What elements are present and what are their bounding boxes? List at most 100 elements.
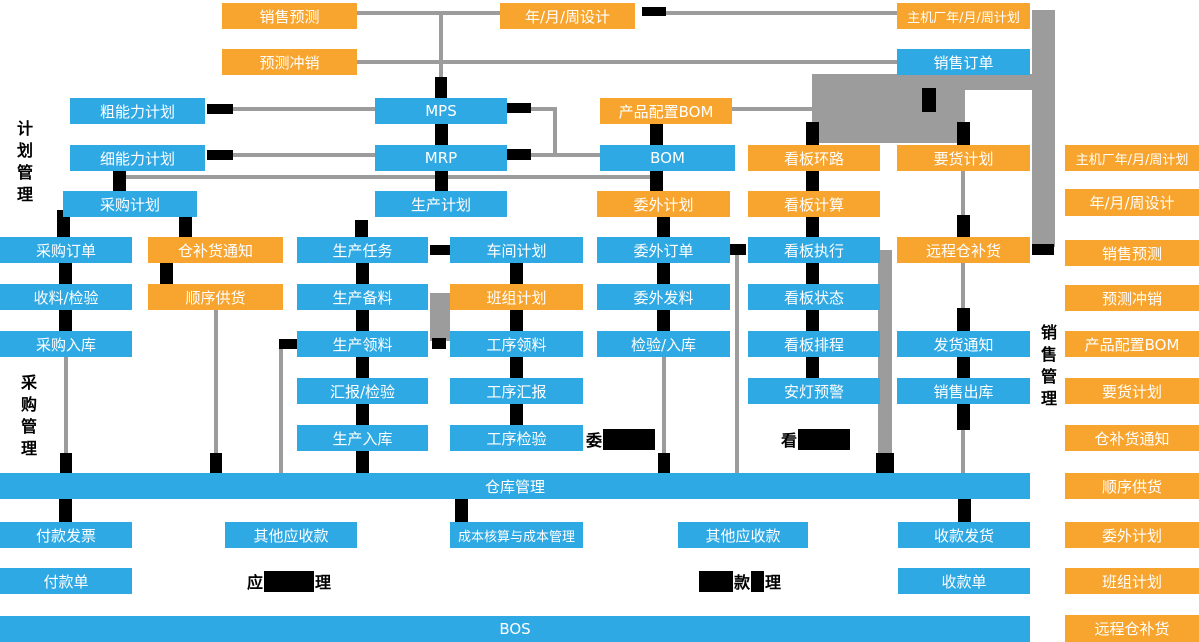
gray-shape [812,74,965,143]
connector-bar [210,453,222,473]
connector-bar [279,339,303,349]
bom: BOM [600,145,735,171]
kanban-scheduling: 看板排程 [748,331,880,357]
production-material-prep: 生产备料 [297,284,428,310]
sidebar-warehouse-replenishment-notice: 仓补货通知 [1065,425,1199,451]
connector-line [961,171,965,217]
connector-bar [356,451,369,473]
connector-bar [957,404,970,430]
connector-line [961,430,965,473]
connector-bar [455,499,468,522]
product-config-bom: 产品配置BOM [600,98,732,124]
purchase-management-label: 采购管理 [18,374,37,462]
kanban-execution: 看板执行 [748,237,880,263]
connector-bar [207,104,233,114]
connector-line [279,344,283,473]
connector-bar [207,150,233,160]
connector-bar [642,7,666,16]
sales-forecast: 销售预测 [222,3,357,29]
report-inspection: 汇报/检验 [297,378,428,404]
kanban-calculation: 看板计算 [748,191,880,217]
connector-line [878,250,892,455]
sidebar-oem-year-month-week-plan: 主机厂年/月/周计划 [1065,145,1199,171]
connector-line [553,107,557,157]
connector-line [530,153,600,157]
cost-accounting-management: 成本核算与成本管理 [450,522,583,548]
connector-bar [435,124,448,145]
gray-shape [965,74,1032,90]
connector-bar [650,124,663,145]
delivery-requirement-plan: 要货计划 [897,145,1030,171]
process-report: 工序汇报 [450,378,583,404]
redaction-block [699,570,733,592]
connector-line [439,13,443,98]
production-warehousing: 生产入库 [297,425,428,451]
receivables-management-label: 款理 [699,569,781,593]
label-fragment: 委 [586,431,603,450]
sequential-supply: 顺序供货 [148,284,283,310]
connector-bar [1032,244,1054,255]
sidebar-outsourcing-plan: 委外计划 [1065,522,1199,548]
collection-delivery: 收款发货 [898,522,1030,548]
connector-line [665,11,897,15]
connector-bar [435,171,448,191]
connector-bar [922,88,936,112]
connector-bar [957,357,970,378]
remote-warehouse-replenishment: 远程仓补货 [897,237,1030,263]
forecast-writeoff: 预测冲销 [222,49,357,75]
receiving-inspection: 收料/检验 [0,284,132,310]
sidebar-sales-forecast: 销售预测 [1065,240,1199,266]
other-receivables-1: 其他应收款 [225,522,357,548]
connector-bar [806,217,819,237]
connector-line [232,107,375,111]
warehouse-management-bar: 仓库管理 [0,473,1030,499]
connector-line [527,107,557,111]
production-picking: 生产领料 [297,331,428,357]
planning-management-label: 计划管理 [14,120,33,208]
label-fragment: 看 [781,431,798,450]
connector-bar [507,103,531,113]
connector-bar [356,263,369,284]
outsourcing-material-issue: 委外发料 [597,284,730,310]
workshop-plan: 车间计划 [450,237,583,263]
outsourcing-management-label: 委 [586,427,656,451]
gray-shape [1032,10,1055,247]
connector-line [214,310,218,455]
inspection-warehousing: 检验/入库 [597,331,730,357]
sidebar-team-plan: 班组计划 [1065,568,1199,594]
label-fragment: 应 [247,573,264,592]
detailed-capacity-plan: 细能力计划 [70,145,205,171]
connector-bar [430,245,452,255]
connector-line [120,175,659,179]
payables-management-label: 应理 [247,569,331,593]
connector-line [732,107,812,111]
connector-bar [957,122,970,145]
connector-bar [510,357,523,378]
purchase-plan: 采购计划 [63,191,197,217]
connector-bar [657,217,670,237]
connector-bar [876,453,894,473]
sidebar-remote-warehouse-replenishment: 远程仓补货 [1065,615,1199,642]
sales-order: 销售订单 [897,49,1030,75]
connector-bar [113,171,126,191]
sidebar-product-config-bom: 产品配置BOM [1065,331,1199,357]
connector-bar [59,499,72,522]
delivery-notice: 发货通知 [897,331,1030,357]
connector-bar [160,263,173,284]
connector-bar [355,220,368,237]
connector-line [232,153,375,157]
connector-bar [60,453,72,473]
label-fragment: 理 [315,573,332,592]
bos-bar: BOS [0,616,1030,642]
connector-bar [806,122,819,145]
year-month-week-design: 年/月/周设计 [500,3,635,29]
connector-bar [957,308,970,331]
payment-slip: 付款单 [0,568,132,594]
connector-line [662,357,666,455]
sidebar-forecast-writeoff: 预测冲销 [1065,285,1199,311]
sidebar-year-month-week-design: 年/月/周设计 [1065,189,1199,216]
andon-warning: 安灯预警 [748,378,880,404]
connector-bar [356,310,369,331]
connector-bar [510,262,523,284]
